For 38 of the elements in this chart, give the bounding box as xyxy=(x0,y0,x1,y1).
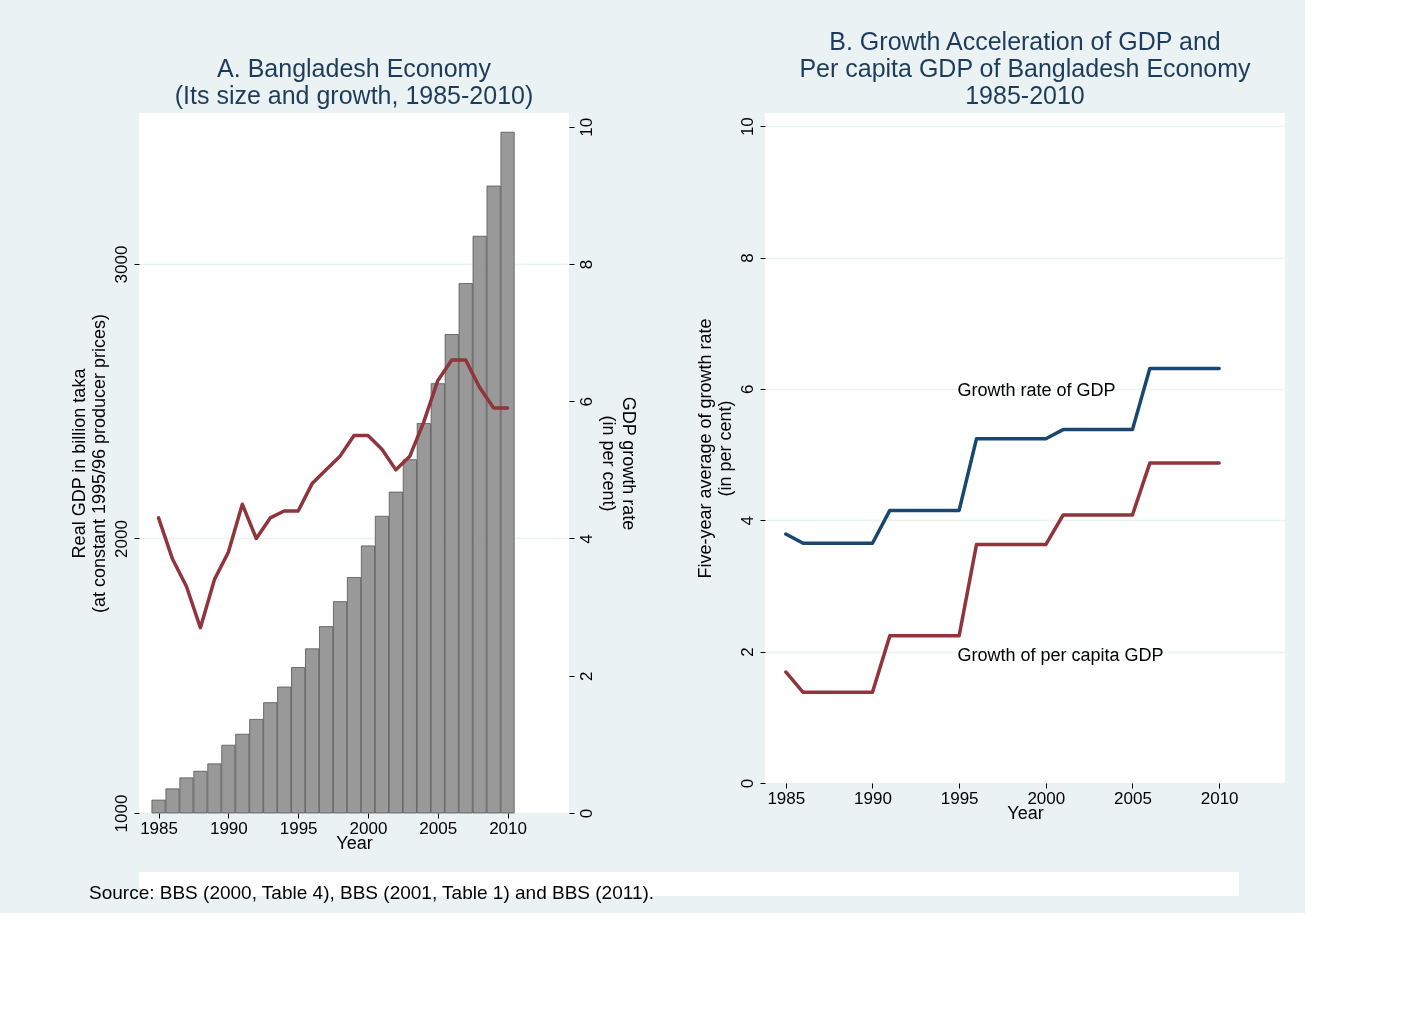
x-tick-label: 2000 xyxy=(1027,788,1066,808)
x-tick-label: 2005 xyxy=(419,818,458,838)
y-axis-title: Five-year average of growth rate (in per cent) xyxy=(694,318,735,579)
y-tick-label: 10 xyxy=(737,117,757,137)
x-tick-label: 1995 xyxy=(279,818,318,838)
x-tick-label: 2010 xyxy=(1200,788,1239,808)
y2-tick-label: 6 xyxy=(576,397,596,407)
y2-tick-label: 0 xyxy=(576,808,596,819)
x-tick-label: 1985 xyxy=(140,818,178,838)
y2-axis-title: GDP growth rate (in per cent) xyxy=(598,396,639,531)
chart-title: A. Bangladesh Economy (Its size and growth, 1985-2010) xyxy=(174,54,534,109)
x-tick-label: 2010 xyxy=(489,818,527,838)
y2-tick-label: 8 xyxy=(576,259,596,270)
y-tick-label: 1000 xyxy=(111,794,131,833)
y2-tick-label: 4 xyxy=(576,534,596,544)
y-tick-label: 2 xyxy=(737,647,757,657)
x-tick-label: 1985 xyxy=(767,788,806,808)
y-tick-label: 4 xyxy=(737,516,757,526)
line-series xyxy=(784,366,1221,545)
y-axis-title: Real GDP in billion taka (at constant 1995/96 producer prices) xyxy=(68,313,109,614)
x-tick-label: 1995 xyxy=(940,788,979,808)
y2-tick-label: 2 xyxy=(576,671,596,681)
y2-tick-label: 10 xyxy=(576,117,596,137)
chart-title: B. Growth Acceleration of GDP and Per capita GDP of Bangladesh Economy 1985-2010 xyxy=(799,27,1252,109)
x-tick-label: 1990 xyxy=(209,818,248,838)
y-tick-label: 6 xyxy=(737,384,757,395)
annotation: Growth rate of GDP xyxy=(957,380,1116,401)
y-tick-label: 3000 xyxy=(111,245,131,284)
line-series xyxy=(156,358,510,630)
source-note: Source: BBS (2000, Table 4), BBS (2001, Table 1) and BBS (2011). xyxy=(89,882,655,903)
annotation: Growth of per capita GDP xyxy=(957,644,1164,665)
y-tick-label: 0 xyxy=(737,778,757,789)
line-series xyxy=(784,461,1221,695)
x-tick-label: 2005 xyxy=(1114,788,1152,808)
y-tick-label: 8 xyxy=(737,253,757,263)
x-tick-label: 2000 xyxy=(349,818,388,838)
x-tick-label: 1990 xyxy=(854,788,892,808)
y-tick-label: 2000 xyxy=(111,520,131,558)
